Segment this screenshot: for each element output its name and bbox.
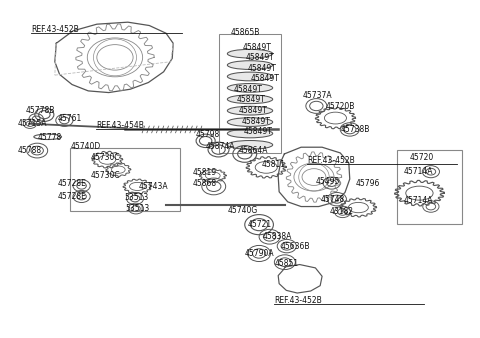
Ellipse shape: [228, 95, 273, 104]
Text: REF.43-454B: REF.43-454B: [96, 121, 144, 130]
Text: 45715A: 45715A: [18, 119, 47, 128]
Text: 45849T: 45849T: [243, 43, 272, 52]
Text: 45849T: 45849T: [244, 127, 273, 136]
Text: 45849T: 45849T: [241, 117, 270, 125]
Ellipse shape: [228, 72, 273, 81]
Text: 45849T: 45849T: [246, 53, 275, 62]
Text: 45790A: 45790A: [245, 249, 275, 258]
Text: 45743A: 45743A: [139, 182, 168, 191]
Text: 45728E: 45728E: [58, 192, 86, 201]
Text: 45761: 45761: [57, 114, 82, 123]
Text: 53513: 53513: [124, 193, 149, 202]
Text: 45849T: 45849T: [233, 85, 262, 94]
Ellipse shape: [228, 141, 273, 149]
Text: 45714A: 45714A: [403, 196, 432, 205]
Text: 45748: 45748: [320, 195, 345, 204]
Ellipse shape: [228, 129, 273, 138]
Text: 45720B: 45720B: [326, 102, 355, 112]
Text: 45868: 45868: [192, 178, 216, 188]
Text: REF.43-452B: REF.43-452B: [32, 25, 79, 34]
Text: 45851: 45851: [275, 259, 299, 268]
Text: 45740D: 45740D: [71, 142, 101, 151]
Text: 45811: 45811: [262, 160, 286, 169]
Text: 45849T: 45849T: [248, 64, 277, 73]
Text: 45819: 45819: [192, 168, 216, 177]
Bar: [70, 148, 180, 211]
Ellipse shape: [228, 106, 273, 115]
Text: 45730C: 45730C: [90, 153, 120, 162]
Text: 45737A: 45737A: [303, 91, 333, 100]
Text: 53513: 53513: [125, 204, 150, 213]
Text: 45738B: 45738B: [340, 125, 370, 134]
Ellipse shape: [228, 61, 273, 69]
Text: 45865B: 45865B: [230, 28, 260, 37]
Text: 45864A: 45864A: [239, 146, 268, 155]
Text: REF.43-452B: REF.43-452B: [307, 156, 355, 165]
Text: 45798: 45798: [196, 130, 220, 139]
Text: 43182: 43182: [330, 208, 354, 216]
Text: 45728E: 45728E: [58, 178, 86, 188]
Text: 45838A: 45838A: [263, 232, 292, 241]
Text: 45778: 45778: [37, 133, 62, 142]
Bar: [397, 150, 462, 224]
Text: 45714A: 45714A: [403, 167, 432, 176]
Text: 45874A: 45874A: [205, 142, 235, 151]
Text: 45849T: 45849T: [236, 95, 265, 104]
Text: 45730C: 45730C: [90, 171, 120, 179]
Ellipse shape: [228, 49, 273, 58]
Text: 45788: 45788: [18, 146, 42, 155]
Bar: [219, 34, 281, 153]
Text: REF.43-452B: REF.43-452B: [275, 296, 322, 305]
Text: 45778B: 45778B: [25, 106, 55, 115]
Text: 45636B: 45636B: [281, 242, 310, 250]
Ellipse shape: [228, 118, 273, 126]
Text: 45849T: 45849T: [251, 74, 280, 83]
Ellipse shape: [228, 83, 273, 92]
Text: 45721: 45721: [248, 220, 272, 229]
Text: 45495: 45495: [315, 177, 340, 186]
Text: 45740G: 45740G: [228, 207, 258, 215]
Text: 45796: 45796: [356, 178, 380, 188]
Text: 45849T: 45849T: [239, 106, 267, 115]
Text: 45720: 45720: [410, 153, 434, 162]
